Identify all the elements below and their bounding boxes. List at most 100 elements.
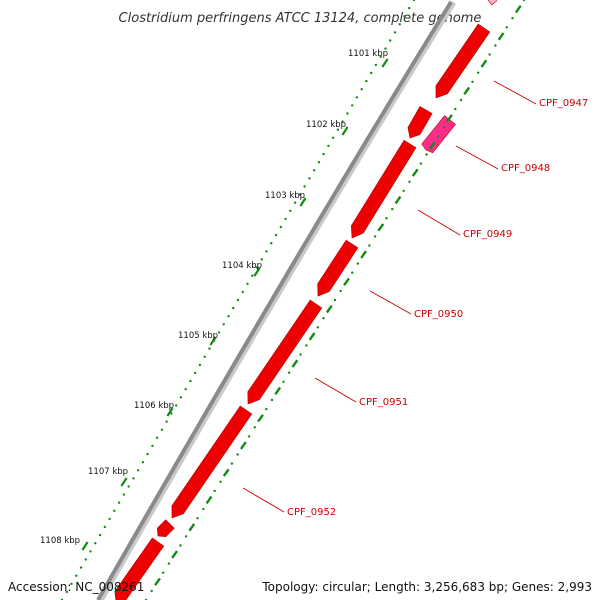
outer-dot [103,525,107,529]
outer-dot [79,566,83,569]
outer-dot [127,485,130,488]
gene-arrow-faint [487,0,497,6]
gc-skew-dot [436,135,440,138]
gc-skew-dot [316,326,319,329]
outer-dot [255,266,259,269]
outer-dot [327,144,330,148]
leader-line-3 [417,209,461,236]
gene-arrow-cpf-0950 [317,239,359,297]
gc-skew-dash [360,250,367,259]
gc-skew-dot [299,353,302,356]
gene-arrow-cpf-0949 [350,139,417,239]
kbp-tick-8 [81,541,89,551]
gc-skew-dot [454,107,457,111]
gene-arrow-cpf-0952 [171,405,253,519]
outer-dot [374,63,378,67]
gc-skew-dot [459,98,463,102]
outer-dot [65,590,69,594]
gc-skew-dot [162,571,165,574]
outer-dot [136,469,140,472]
outer-dot [236,298,240,302]
outer-dot [308,177,311,180]
gc-skew-dot [333,298,337,302]
outer-dot [175,404,178,407]
gc-skew-dot [282,380,285,383]
outer-dot [179,396,183,399]
gc-skew-dash [240,441,247,450]
outer-dot [355,96,359,99]
gc-skew-dot [391,207,394,211]
outer-dot [289,209,292,212]
outer-dot [412,0,416,2]
outer-dot [312,169,316,172]
gc-skew-dash [274,386,282,395]
tick-label-1101: 1101 kbp [348,49,388,59]
outer-dot [341,120,344,123]
gc-skew-dash [257,414,264,423]
gc-skew-dot [373,235,377,238]
leader-line-2 [455,145,499,170]
outer-dot [194,371,197,375]
outer-dot [346,112,349,115]
outer-dot [122,493,126,496]
leader-line-5 [314,377,357,403]
outer-dot [403,15,406,18]
gc-skew-dot [179,544,182,547]
kbp-tick-1 [381,58,389,68]
outer-dot [217,331,221,334]
gene-arrow-cpf-0951 [247,299,323,405]
kbp-tick-7 [120,477,128,487]
gene-label-cpf-0951[interactable]: CPF_0951 [359,397,408,408]
outer-dot [75,574,78,577]
leader-line-4 [369,290,412,315]
gene-arrow-cpf-0948 [421,115,456,154]
gc-skew-dot [265,407,268,411]
tick-label-1103: 1103 kbp [265,191,305,201]
gene-label-cpf-0948[interactable]: CPF_0948 [501,163,550,174]
outer-dot [165,420,168,423]
outer-dot [151,444,154,448]
outer-dot [146,452,149,456]
gc-skew-dot [202,507,205,511]
gene-label-cpf-0947[interactable]: CPF_0947 [539,98,588,109]
backbone-shadow [96,0,456,600]
outer-dot [260,258,263,261]
gc-skew-dot [442,126,445,129]
outer-dot [170,412,173,415]
outer-dot [189,379,192,383]
genome-backbone [96,0,456,600]
gc-skew-dot [511,17,514,20]
gc-skew-dot [167,562,171,565]
gc-skew-dash [308,332,316,341]
tick-label-1102: 1102 kbp [306,120,346,130]
gc-skew-dash [291,359,299,368]
outer-dot [303,185,306,188]
gene-label-leaders [242,80,537,513]
gene-label-cpf-0949[interactable]: CPF_0949 [463,229,512,240]
gc-skew-dot [230,462,234,465]
gc-skew-dot [213,489,216,493]
outer-dot [141,461,145,464]
gene-label-cpf-0952[interactable]: CPF_0952 [287,507,336,518]
gc-skew-dot [408,180,411,183]
outer-dot [160,428,164,431]
genome-summary-text: Topology: circular; Length: 3,256,683 bp… [262,580,592,594]
gc-skew-dot [236,453,239,456]
gc-skew-dot [247,435,251,438]
gene-label-cpf-0950[interactable]: CPF_0950 [414,309,463,320]
gc-skew-ring [144,0,526,600]
tick-label-1105: 1105 kbp [178,331,218,341]
gene-arrow-small [156,519,175,538]
tick-label-1106: 1106 kbp [134,401,174,411]
gc-skew-dot [385,217,388,220]
outer-dot [336,128,340,131]
gc-skew-dot [253,426,256,429]
gc-skew-dot [402,189,405,193]
kbp-tick-2 [341,126,349,136]
outer-dot [227,315,230,318]
gc-skew-dot [419,162,423,165]
gene-arrow-cpf-0947 [435,23,491,99]
leader-line-1 [493,80,537,105]
outer-dot [98,533,102,537]
